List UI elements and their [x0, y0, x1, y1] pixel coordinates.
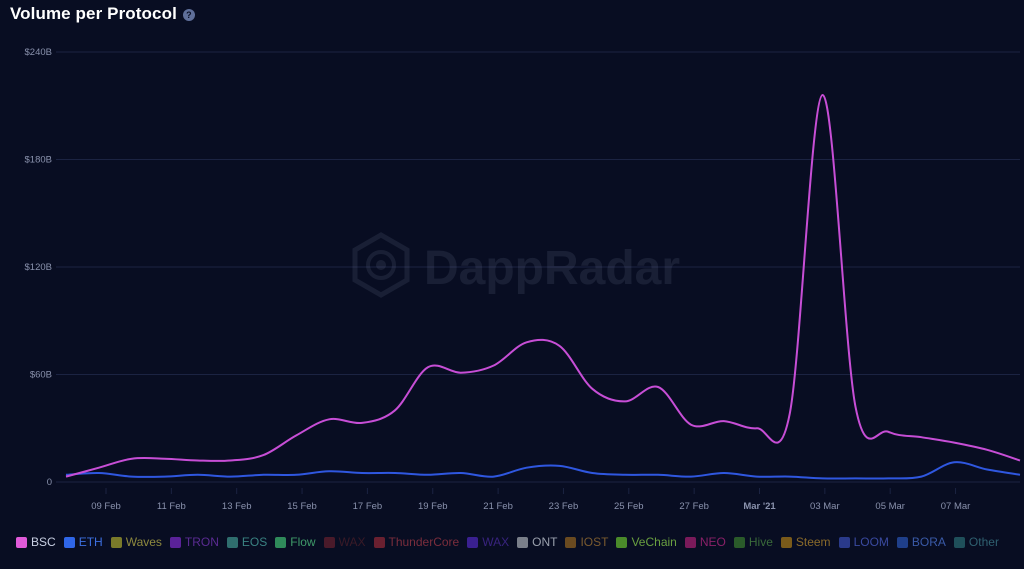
- legend-label: WAX: [338, 535, 366, 549]
- legend-item-hive[interactable]: Hive: [733, 535, 773, 549]
- y-tick-label: $120B: [25, 262, 52, 273]
- series-lines: [65, 93, 1021, 480]
- legend-item-iost[interactable]: IOST: [565, 535, 608, 549]
- legend-swatch: [169, 536, 181, 548]
- legend-swatch: [467, 536, 479, 548]
- legend-label: Waves: [125, 535, 162, 549]
- x-tick-label: 11 Feb: [157, 501, 186, 512]
- legend-item-flow[interactable]: Flow: [275, 535, 316, 549]
- legend-item-tron[interactable]: TRON: [169, 535, 219, 549]
- x-tick-label: Mar '21: [743, 501, 776, 512]
- legend-swatch: [63, 536, 75, 548]
- chart-header: Volume per Protocol ?: [10, 4, 195, 24]
- legend-swatch: [110, 536, 122, 548]
- legend-swatch: [16, 536, 27, 548]
- legend-label: ONT: [532, 535, 558, 549]
- legend-item-steem[interactable]: Steem: [780, 535, 831, 549]
- legend-swatch: [616, 536, 628, 548]
- legend-swatch: [896, 536, 908, 548]
- x-tick-label: 23 Feb: [549, 501, 579, 512]
- legend-label: ETH: [78, 535, 103, 549]
- x-tick-label: 09 Feb: [91, 501, 121, 512]
- legend-label: EOS: [241, 535, 268, 549]
- question-circle-icon[interactable]: ?: [182, 9, 195, 21]
- legend-label: TRON: [184, 535, 219, 549]
- x-tick-label: 27 Feb: [679, 501, 709, 512]
- legend-swatch: [373, 536, 385, 548]
- legend-item-vechain[interactable]: VeChain: [616, 535, 677, 549]
- legend-label: LOOM: [853, 535, 889, 549]
- legend-label: BORA: [911, 535, 946, 549]
- legend-item-wax[interactable]: WAX: [467, 535, 509, 549]
- legend-swatch: [226, 536, 238, 548]
- legend-swatch: [838, 536, 850, 548]
- grid-lines: [56, 51, 1020, 494]
- dappradar-watermark: DappRadar: [352, 232, 680, 298]
- legend-swatch: [517, 536, 529, 548]
- legend-item-loom[interactable]: LOOM: [838, 535, 889, 549]
- dappradar-logo-icon: [352, 232, 410, 298]
- legend-item-bsc[interactable]: BSC: [16, 535, 56, 549]
- chart-title: Volume per Protocol: [10, 4, 177, 23]
- x-tick-label: 19 Feb: [418, 501, 448, 512]
- legend-item-wax[interactable]: WAX: [323, 535, 366, 549]
- y-tick-label: $180B: [25, 155, 52, 166]
- legend-swatch: [275, 536, 287, 548]
- legend: BSC ETH Waves TRON EOS Flow WAX ThunderCore WAX O…: [16, 535, 1016, 549]
- x-tick-label: 17 Feb: [353, 501, 383, 512]
- legend-item-neo[interactable]: NEO: [684, 535, 726, 549]
- legend-swatch: [323, 536, 335, 548]
- legend-item-eos[interactable]: EOS: [226, 535, 268, 549]
- y-tick-label: $60B: [30, 370, 52, 381]
- x-tick-label: 03 Mar: [810, 501, 840, 512]
- legend-label: Flow: [290, 535, 316, 549]
- legend-item-ont[interactable]: ONT: [517, 535, 557, 549]
- legend-swatch: [565, 536, 577, 548]
- legend-label: WAX: [482, 535, 510, 549]
- legend-item-bora[interactable]: BORA: [896, 535, 946, 549]
- legend-swatch: [733, 536, 745, 548]
- axes: $240B $180B $120B $60B 0 09 Feb 11 Feb 13 Feb 15…: [25, 47, 971, 512]
- y-tick-label: 0: [47, 477, 52, 488]
- legend-item-other[interactable]: Other: [953, 535, 999, 549]
- legend-label: Hive: [748, 535, 773, 549]
- legend-item-eth[interactable]: ETH: [63, 535, 103, 549]
- legend-label: BSC: [31, 535, 56, 549]
- series-line-eth: [65, 461, 1021, 480]
- legend-label: Steem: [795, 535, 831, 549]
- x-tick-label: 05 Mar: [875, 501, 905, 512]
- series-line-bsc: [65, 93, 1021, 478]
- line-chart: DappRadar $240B $180B $120B $60B 0 09 Feb 11 F…: [25, 47, 1021, 512]
- legend-label: IOST: [580, 535, 609, 549]
- y-tick-label: $240B: [25, 47, 52, 58]
- legend-label: VeChain: [631, 535, 677, 549]
- legend-swatch: [780, 536, 792, 548]
- watermark-text: DappRadar: [424, 242, 680, 295]
- x-tick-label: 13 Feb: [222, 501, 252, 512]
- legend-swatch: [953, 536, 965, 548]
- legend-item-thundercore[interactable]: ThunderCore: [373, 535, 460, 549]
- legend-label: ThunderCore: [388, 535, 460, 549]
- x-tick-label: 25 Feb: [614, 501, 644, 512]
- legend-item-waves[interactable]: Waves: [110, 535, 162, 549]
- x-tick-label: 21 Feb: [483, 501, 513, 512]
- legend-swatch: [684, 536, 696, 548]
- x-tick-label: 07 Mar: [941, 501, 971, 512]
- x-tick-label: 15 Feb: [287, 501, 317, 512]
- legend-label: NEO: [699, 535, 726, 549]
- legend-label: Other: [968, 535, 999, 549]
